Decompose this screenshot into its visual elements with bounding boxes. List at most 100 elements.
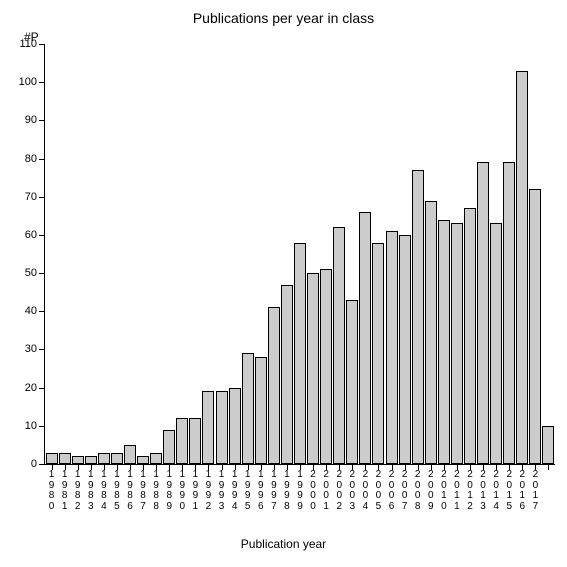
bar (255, 357, 267, 464)
bar (464, 208, 476, 464)
x-tick-label: 2009 (426, 470, 436, 512)
y-tick (39, 349, 45, 350)
x-tick-label: 2011 (452, 470, 462, 512)
x-tick-label: 2016 (517, 470, 527, 512)
x-tick-label: 1992 (203, 470, 213, 512)
x-tick-label: 2015 (504, 470, 514, 512)
bar (268, 307, 280, 464)
bar (281, 285, 293, 464)
x-tick-label: 2012 (465, 470, 475, 512)
bar (359, 212, 371, 464)
y-tick (39, 197, 45, 198)
bar (294, 243, 306, 464)
y-tick (39, 388, 45, 389)
x-tick-label: 1981 (60, 470, 70, 512)
x-tick-label: 2014 (491, 470, 501, 512)
bar (320, 269, 332, 464)
bar (438, 220, 450, 464)
y-tick-label: 20 (25, 382, 37, 394)
x-tick-label: 2002 (334, 470, 344, 512)
y-tick (39, 82, 45, 83)
y-tick-label: 0 (31, 458, 37, 470)
chart-container: Publications per year in class #P 010203… (0, 0, 567, 567)
x-tick-label: 1994 (230, 470, 240, 512)
bar (202, 391, 214, 464)
x-tick-label: 2004 (360, 470, 370, 512)
x-tick-label: 1983 (86, 470, 96, 512)
x-tick-label: 2001 (321, 470, 331, 512)
plot-area: 0102030405060708090100110198019811982198… (44, 44, 555, 465)
x-tick-label: 2008 (413, 470, 423, 512)
y-tick-label: 40 (25, 305, 37, 317)
bar (412, 170, 424, 464)
x-tick-label: 2006 (387, 470, 397, 512)
bar (529, 189, 541, 464)
bar (477, 162, 489, 464)
bar (516, 71, 528, 464)
y-tick (39, 44, 45, 45)
bar (451, 223, 463, 464)
bar (542, 426, 554, 464)
y-tick-label: 30 (25, 343, 37, 355)
bar (72, 456, 84, 464)
x-tick-label: 2007 (400, 470, 410, 512)
bar (137, 456, 149, 464)
x-tick-label: 1986 (125, 470, 135, 512)
x-tick-label: 1998 (282, 470, 292, 512)
bar (229, 388, 241, 464)
bar (150, 453, 162, 464)
bar (163, 430, 175, 464)
y-tick (39, 311, 45, 312)
y-tick-label: 80 (25, 153, 37, 165)
x-tick-label: 1991 (190, 470, 200, 512)
y-tick-label: 110 (19, 38, 37, 50)
bar (372, 243, 384, 464)
bar (346, 300, 358, 464)
bar (124, 445, 136, 464)
bar (490, 223, 502, 464)
bar (242, 353, 254, 464)
x-tick-label: 2000 (308, 470, 318, 512)
chart-title: Publications per year in class (0, 10, 567, 26)
y-tick (39, 235, 45, 236)
y-tick (39, 159, 45, 160)
x-tick-label: 1993 (217, 470, 227, 512)
x-tick-label: 2017 (530, 470, 540, 512)
x-tick-label: 1999 (295, 470, 305, 512)
bar (425, 201, 437, 464)
x-tick-label: 1997 (269, 470, 279, 512)
y-tick (39, 273, 45, 274)
x-tick-label: 1982 (73, 470, 83, 512)
y-tick-label: 50 (25, 267, 37, 279)
x-tick-label: 2013 (478, 470, 488, 512)
bar (85, 456, 97, 464)
y-tick (39, 464, 45, 465)
x-tick-label: 2005 (373, 470, 383, 512)
x-tick-label: 1996 (256, 470, 266, 512)
x-tick-label: 2010 (439, 470, 449, 512)
x-tick-label: 1985 (112, 470, 122, 512)
x-tick-label: 1987 (138, 470, 148, 512)
x-tick-label: 1989 (164, 470, 174, 512)
bar (59, 453, 71, 464)
y-tick-label: 60 (25, 229, 37, 241)
bars-group (45, 44, 555, 464)
x-tick-label: 1995 (243, 470, 253, 512)
bar (98, 453, 110, 464)
x-tick-label: 1990 (177, 470, 187, 512)
x-axis-label: Publication year (0, 537, 567, 551)
x-tick-label: 2003 (347, 470, 357, 512)
y-tick-label: 70 (25, 191, 37, 203)
x-tick-label: 1988 (151, 470, 161, 512)
bar (503, 162, 515, 464)
bar (399, 235, 411, 464)
y-tick-label: 100 (19, 76, 37, 88)
bar (333, 227, 345, 464)
y-tick-label: 90 (25, 114, 37, 126)
bar (46, 453, 58, 464)
y-tick (39, 426, 45, 427)
x-tick (548, 464, 549, 470)
bar (307, 273, 319, 464)
bar (176, 418, 188, 464)
bar (111, 453, 123, 464)
